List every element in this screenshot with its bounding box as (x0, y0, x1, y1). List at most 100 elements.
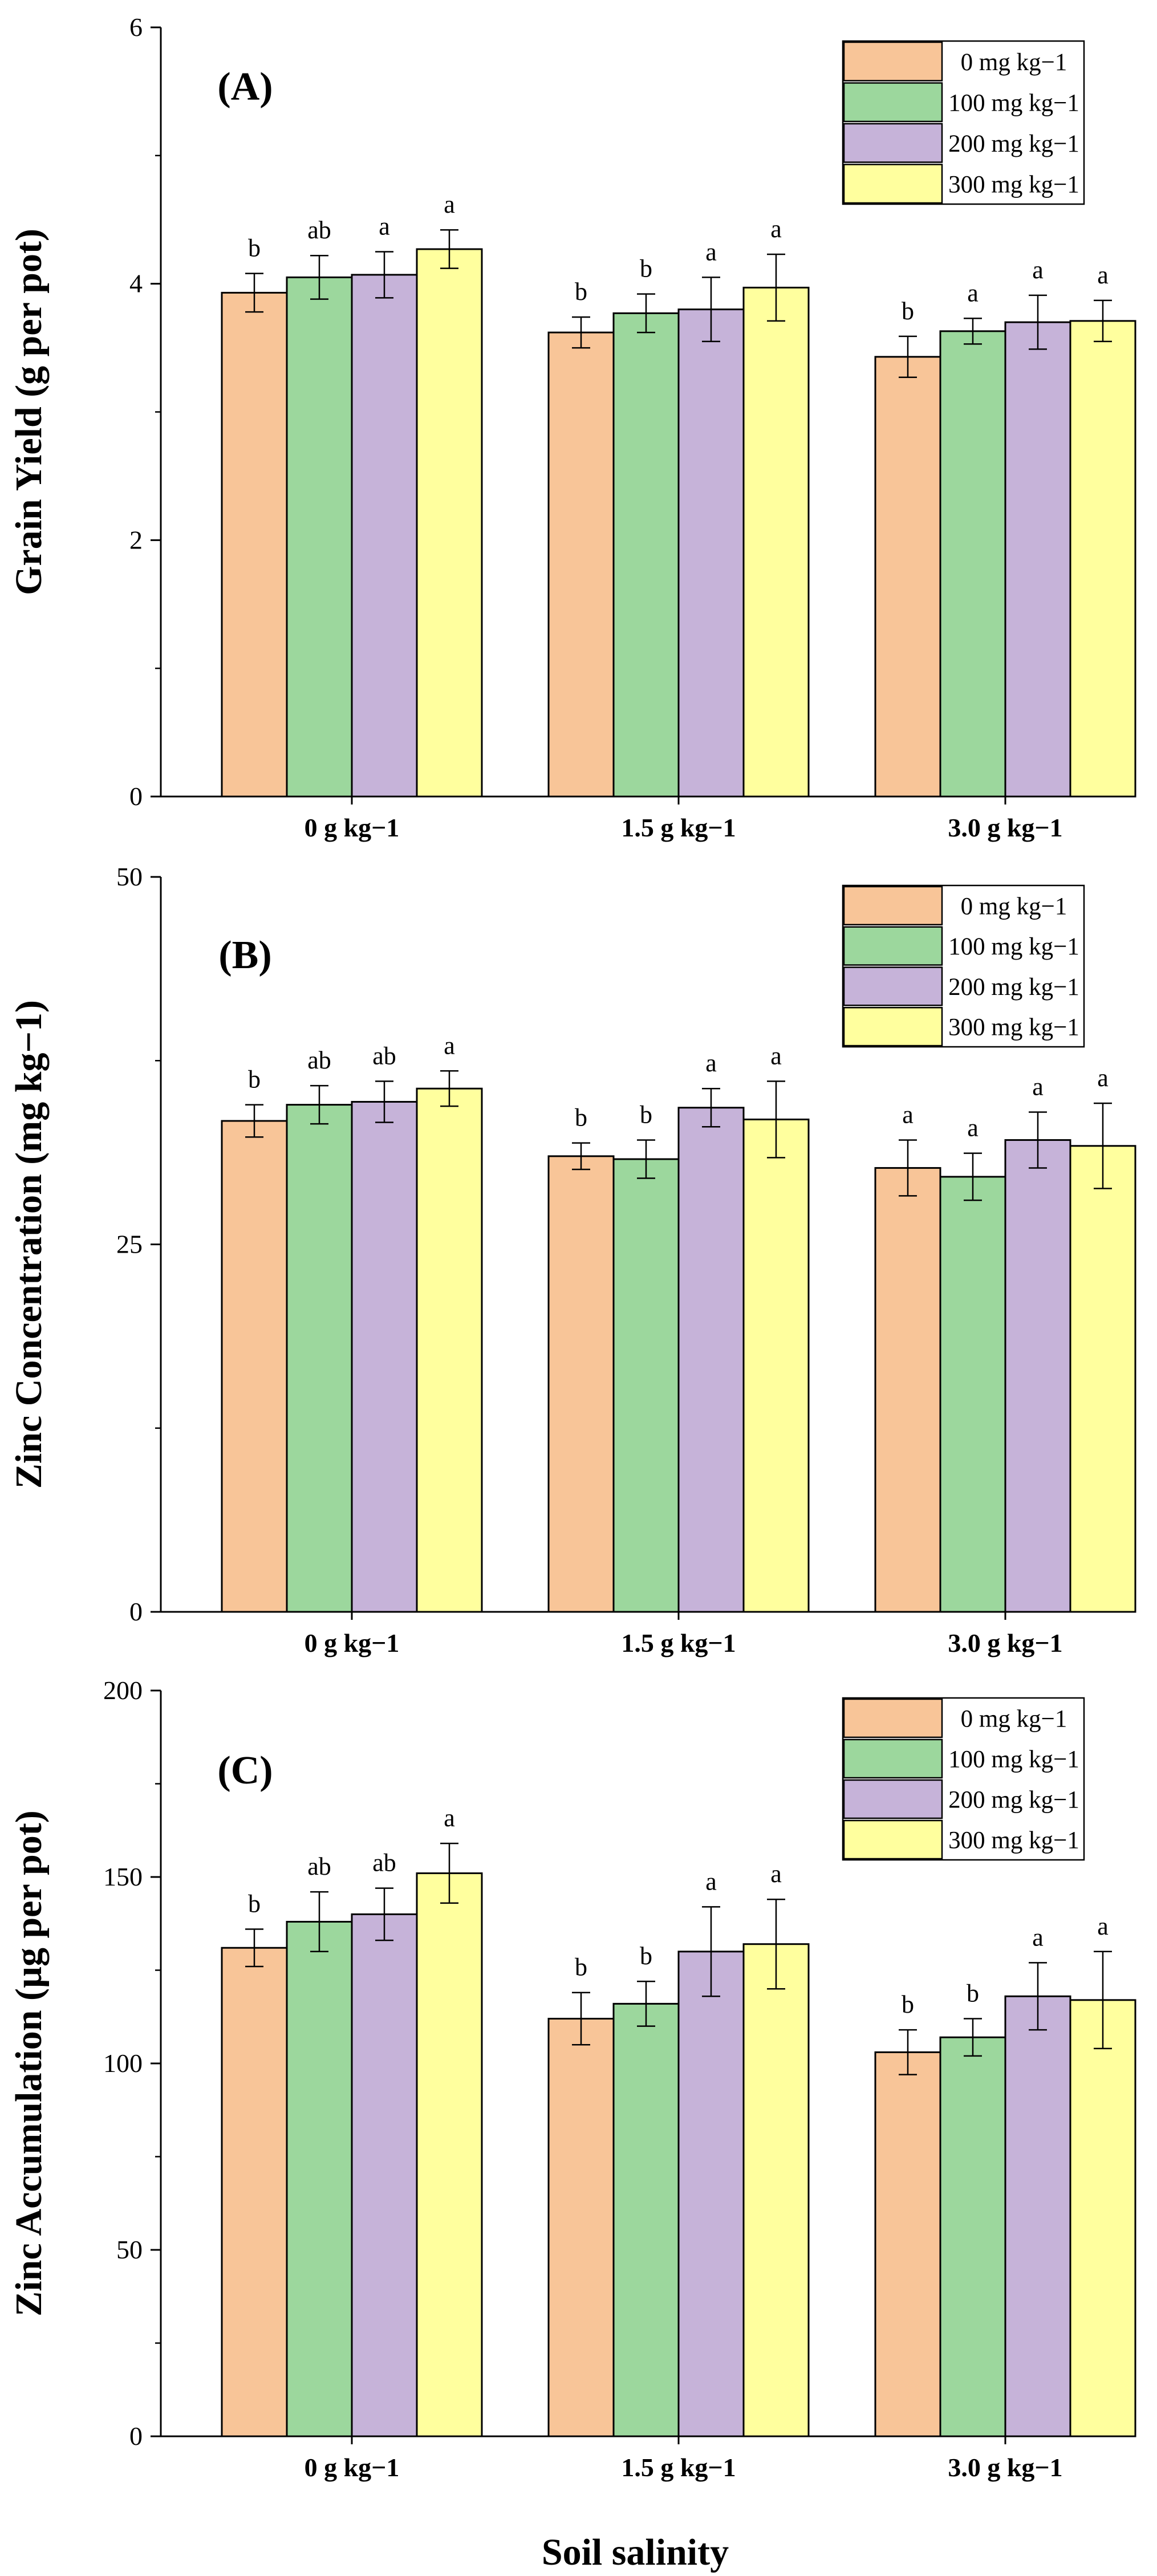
panel-c-significance-letter: b (640, 1942, 652, 1970)
panel-b-significance-letter: a (770, 1042, 782, 1070)
panel-a-significance-letter: a (1032, 256, 1044, 284)
panel-a-x-tick-label: 3.0 g kg−1 (948, 813, 1062, 842)
panel-c-significance-letter: ab (307, 1852, 331, 1880)
panel-a-error-bar (440, 229, 458, 269)
panel-b-error-bar (899, 1139, 917, 1197)
panel-b-bar (221, 1120, 288, 1613)
panel-b-error-bar (702, 1087, 720, 1128)
panel-b-error-bar (572, 1142, 590, 1171)
panel-c-significance-letter: a (770, 1860, 782, 1888)
panel-b-legend-swatch (843, 926, 943, 966)
panel-b-x-tick-label: 0 g kg−1 (305, 1628, 400, 1657)
panel-a-significance-letter: b (640, 255, 652, 283)
panel-c-error-bar (572, 1992, 590, 2046)
panel-c-significance-letter: a (705, 1867, 717, 1895)
panel-a-error-bar (637, 293, 655, 334)
panel-b-significance-letter: a (444, 1031, 455, 1059)
panel-a-legend-label: 300 mg kg−1 (948, 171, 1079, 198)
panel-b-significance-letter: b (640, 1100, 652, 1128)
panel-c-significance-letter: b (575, 1953, 587, 1981)
panel-a-error-bar (1029, 294, 1047, 350)
panel-a-error-bar (572, 316, 590, 349)
panel-c-error-bar (1094, 1951, 1112, 2050)
panel-b: b b a ab b a ab a a a a a 0 25 50 0 g kg−1 1.5 g kg−1 3.0… (8, 862, 1136, 1657)
panel-c-legend-label: 200 mg kg−1 (948, 1787, 1079, 1814)
panel-a-significance-letter: b (575, 278, 587, 306)
panel-b-bar (286, 1104, 353, 1613)
panel-c-legend: 0 mg kg−1 100 mg kg−1 200 mg kg−1 300 mg kg… (842, 1697, 1085, 1861)
panel-a-bar (939, 330, 1006, 798)
panel-c-x-tick-label: 0 g kg−1 (305, 2453, 400, 2482)
panel-b-significance-letter: b (575, 1104, 587, 1132)
panel-c-significance-letter: a (1097, 1912, 1109, 1940)
panel-c-legend-swatch (843, 1698, 943, 1738)
panel-b-legend-swatch (843, 1007, 943, 1047)
panel-b-bar (939, 1176, 1006, 1613)
panel-b-significance-letter: b (248, 1066, 261, 1094)
panel-a-legend: 0 mg kg−1 100 mg kg−1 200 mg kg−1 300 mg kg… (842, 40, 1085, 205)
panel-c-bar (351, 1913, 418, 2437)
panel-a-y-tick-label: 0 (129, 782, 143, 811)
panel-a-bar (286, 276, 353, 798)
panel-a-error-bar (767, 253, 785, 322)
panel-b-y-axis-title: Zinc Concentration (mg kg−1) (8, 1000, 50, 1489)
panel-c-bar (742, 1943, 810, 2437)
panel-c-bar (1069, 1999, 1136, 2437)
panel-a-y-tick-label: 2 (129, 525, 143, 554)
panel-b-bar (742, 1118, 810, 1613)
panel-a-significance-letter: a (379, 212, 390, 240)
panel-a-significance-letter: b (248, 234, 261, 262)
panel-a-legend-swatch (843, 82, 943, 123)
panel-b-significance-letter: a (1032, 1072, 1044, 1100)
panel-b-legend-label: 300 mg kg−1 (948, 1014, 1079, 1041)
panel-c-x-tick-label: 3.0 g kg−1 (948, 2453, 1062, 2482)
panel-a-label: (A) (217, 65, 273, 109)
panel-a-significance-letter: b (902, 297, 914, 325)
panel-b-significance-letter: ab (307, 1046, 331, 1074)
panel-b-legend-swatch (843, 966, 943, 1006)
panel-a-error-bar (310, 254, 328, 300)
panel-a-legend-swatch (843, 123, 943, 163)
panel-c-significance-letter: b (248, 1890, 261, 1918)
panel-b-error-bar (440, 1070, 458, 1107)
panel-c-error-bar (310, 1891, 328, 1953)
panel-c-significance-letter: b (902, 1990, 914, 2018)
x-axis-title: Soil salinity (542, 2532, 729, 2573)
panel-b-bar (1004, 1139, 1071, 1613)
panel-b-y-tick-label: 0 (129, 1597, 143, 1626)
panel-c-y-tick-label: 150 (103, 1862, 143, 1891)
panel-a-bar (612, 312, 680, 798)
panel-c-bar (677, 1951, 745, 2437)
panel-c-error-bar (702, 1906, 720, 1997)
panel-a-bar (547, 331, 615, 798)
panel-b-legend: 0 mg kg−1 100 mg kg−1 200 mg kg−1 300 mg kg… (842, 884, 1085, 1048)
panel-c-significance-letter: a (1032, 1923, 1044, 1951)
panel-b-error-bar (245, 1104, 263, 1138)
panel-b-significance-letter: ab (372, 1042, 396, 1070)
panel-c-error-bar (637, 1980, 655, 2027)
panel-a-significance-letter: a (770, 215, 782, 243)
panel-c-legend-label: 100 mg kg−1 (948, 1746, 1079, 1773)
panel-c-error-bar (767, 1898, 785, 1990)
panel-b-bar (416, 1087, 483, 1613)
panel-c-bar (221, 1947, 288, 2437)
panel-c: b b b ab b b ab a a a a a 0 50 100 150 200 0 g kg−1 1.5 g … (8, 1676, 1136, 2482)
panel-a-y-tick-label: 6 (129, 13, 143, 42)
panel-c-y-tick-label: 100 (103, 2049, 143, 2078)
panel-c-error-bar (1029, 1962, 1047, 2031)
panel-a-legend-swatch (843, 41, 943, 82)
panel-a-y-axis-title: Grain Yield (g per pot) (8, 229, 50, 595)
panel-b-significance-letter: a (705, 1049, 717, 1077)
panel-a-error-bar (899, 335, 917, 379)
panel-c-error-bar (440, 1842, 458, 1904)
panel-c-bar (939, 2036, 1006, 2437)
panel-c-y-axis-title: Zinc Accumulation (µg per pot) (8, 1810, 50, 2317)
panel-b-error-bar (637, 1139, 655, 1179)
panel-c-bar (612, 2002, 680, 2437)
panel-c-bar (1004, 1995, 1071, 2437)
panel-c-bar (547, 2018, 615, 2437)
panel-c-bar (874, 2051, 941, 2437)
panel-a-y-tick-label: 4 (129, 269, 143, 298)
panel-a-legend-swatch (843, 164, 943, 204)
